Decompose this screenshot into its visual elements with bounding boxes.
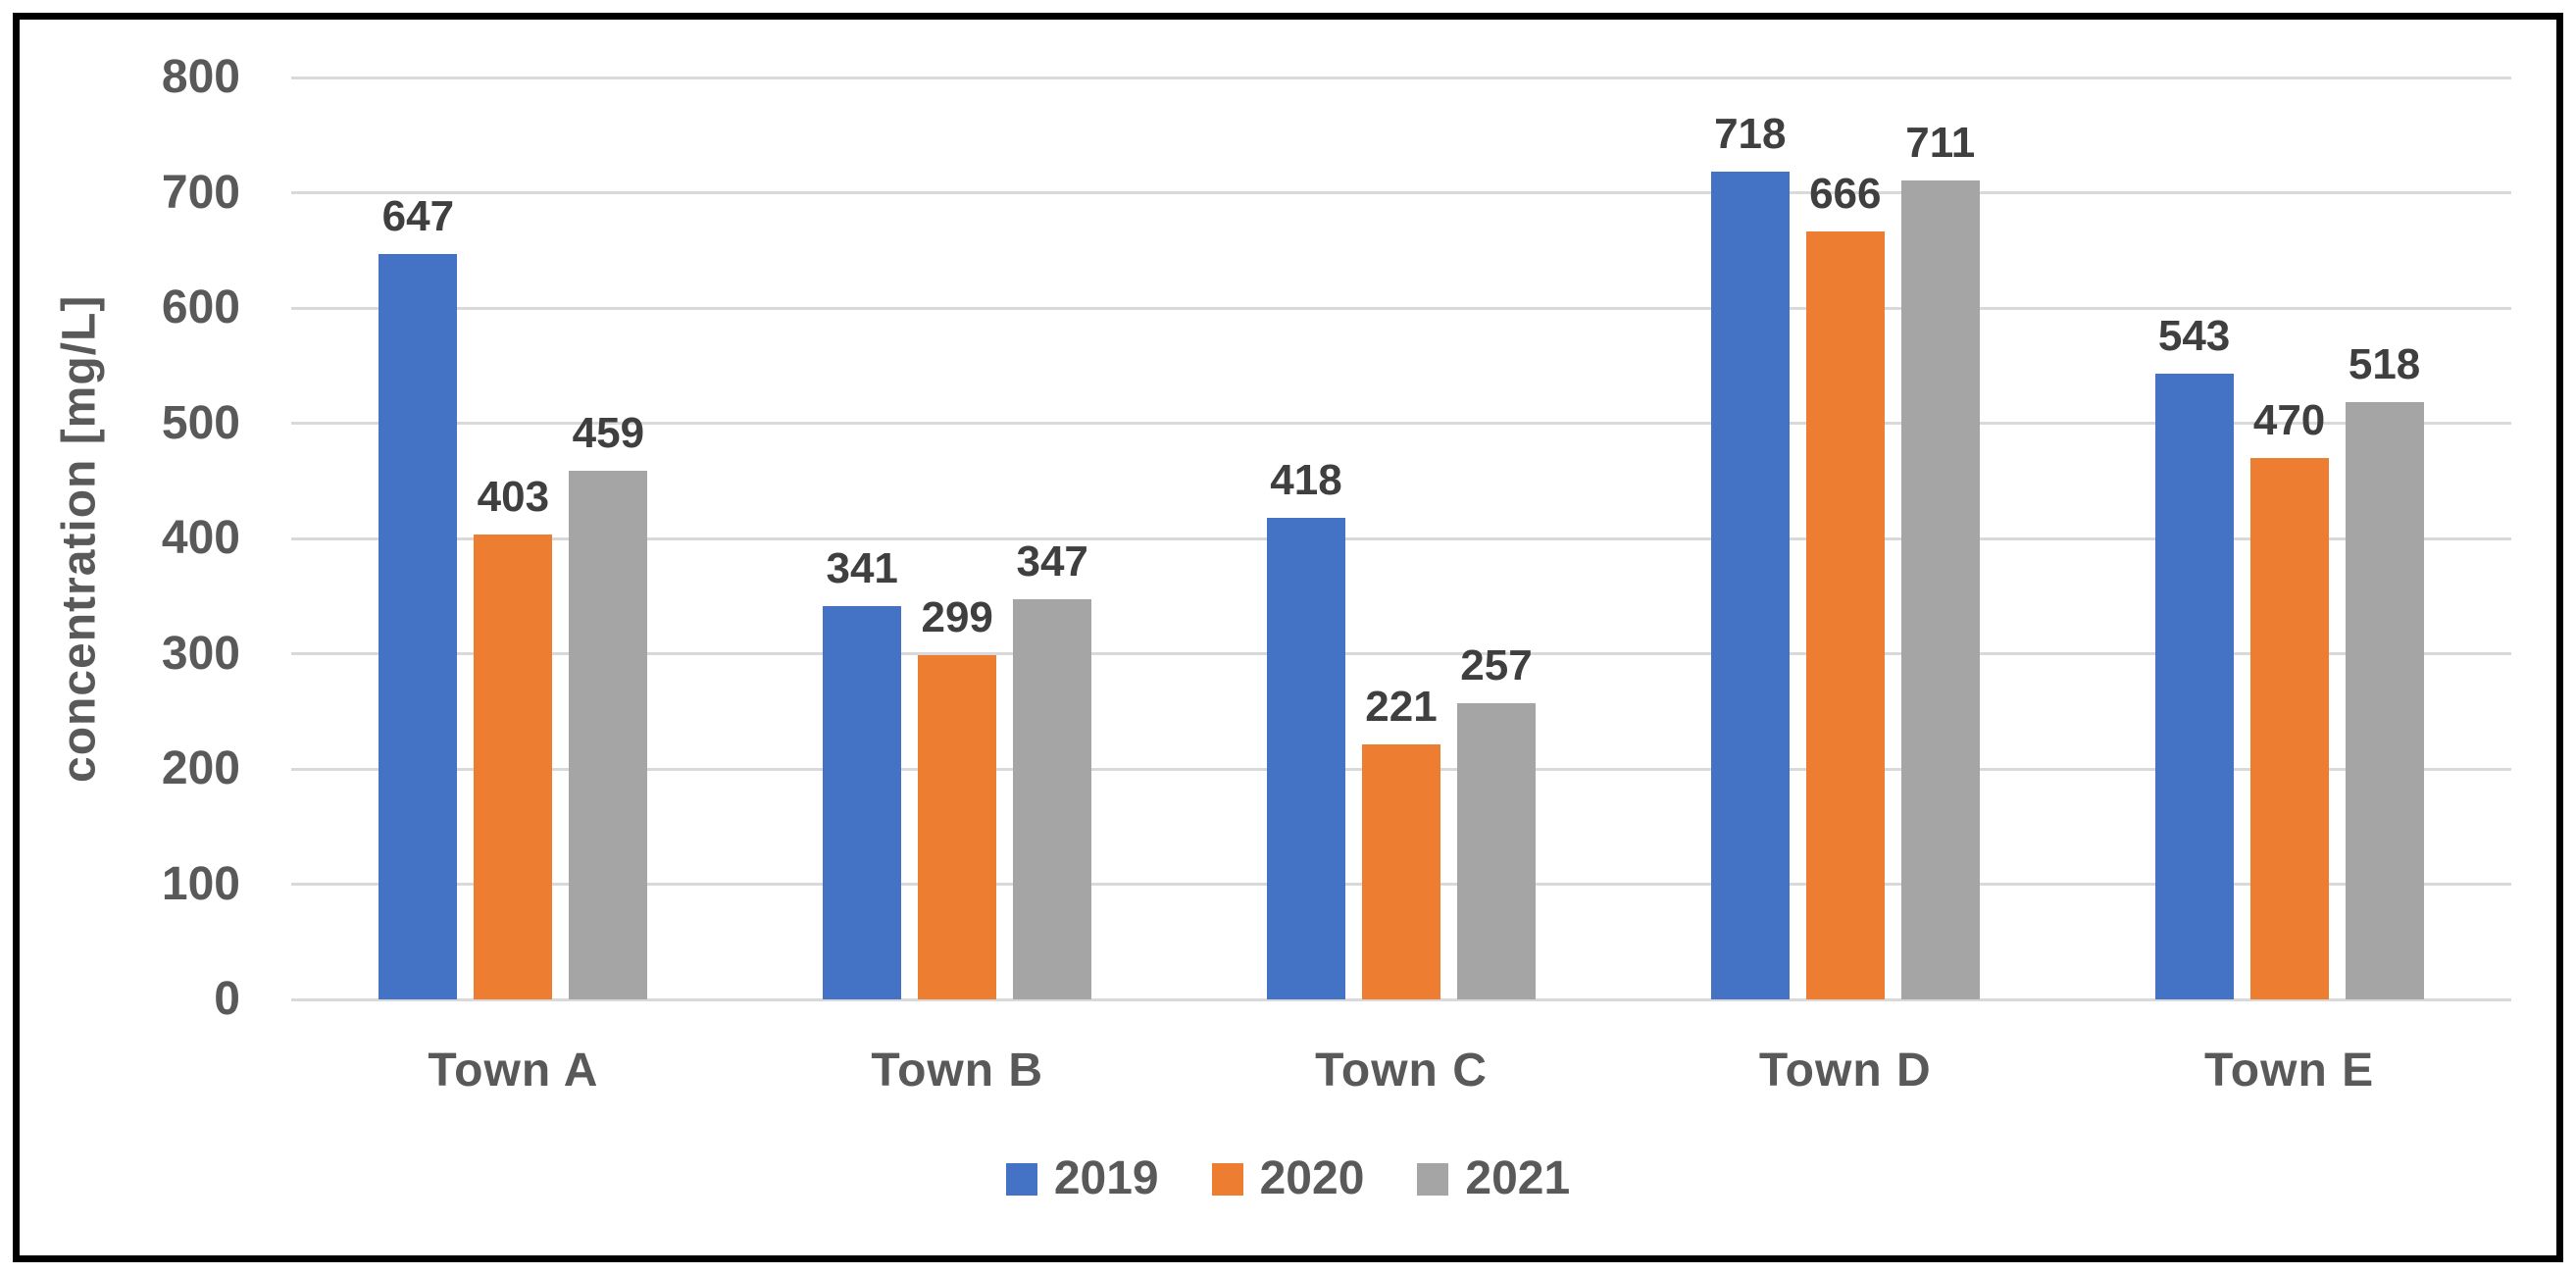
data-label-2021-town-c: 257 (1460, 641, 1533, 689)
x-axis-line (291, 997, 2511, 1001)
legend-label-2019: 2019 (1053, 1152, 1159, 1204)
x-category-label-town-b: Town B (871, 1045, 1044, 1096)
bar-2020-town-a: 403 (474, 476, 553, 999)
x-category-label-town-e: Town E (2204, 1045, 2375, 1096)
y-tick-label-0: 0 (214, 973, 240, 1025)
x-category-label-town-d: Town D (1758, 1045, 1932, 1096)
legend-marker-2021 (1417, 1162, 1449, 1196)
bar-2020-town-e: 470 (2249, 399, 2329, 999)
legend-label-2021: 2021 (1465, 1152, 1571, 1204)
x-category-label-town-c: Town C (1315, 1045, 1488, 1096)
data-label-2020-town-c: 221 (1365, 683, 1438, 731)
x-axis-category-labels: Town A Town B Town C Town D Town E (291, 1044, 2511, 1097)
bar-2021-town-c: 257 (1456, 644, 1536, 999)
data-label-2019-town-d: 718 (1714, 110, 1787, 158)
data-label-2020-town-d: 666 (1809, 170, 1882, 218)
bar-2020-town-b: 299 (918, 596, 997, 999)
bar-2019-town-e: 543 (2154, 315, 2234, 999)
data-label-2021-town-a: 459 (572, 409, 645, 457)
chart-frame: concentration [mg/L] 0 100 200 300 400 500 600… (13, 13, 2563, 1262)
y-tick-label-700: 700 (161, 166, 240, 219)
data-label-2019-town-b: 341 (826, 544, 898, 592)
legend-item-2019: 2019 (1005, 1152, 1159, 1204)
data-label-2019-town-c: 418 (1270, 456, 1342, 504)
bar-2020-town-c: 221 (1361, 686, 1440, 999)
plot-area: 647 403 459 341 299 347 418 221 257 718 666 711 543 4… (291, 76, 2511, 1001)
data-label-2020-town-a: 403 (477, 473, 550, 521)
bar-2019-town-b: 341 (823, 547, 902, 999)
gridline-800 (291, 76, 2511, 79)
gridline-300 (291, 652, 2511, 655)
bar-2019-town-d: 718 (1710, 113, 1790, 999)
y-tick-label-200: 200 (161, 742, 240, 794)
y-tick-label-800: 800 (161, 51, 240, 103)
y-tick-label-500: 500 (161, 396, 240, 449)
bar-group-town-b: 341 299 347 (735, 77, 1180, 999)
legend-marker-2020 (1211, 1162, 1243, 1196)
y-tick-label-300: 300 (161, 627, 240, 680)
legend-label-2020: 2020 (1259, 1152, 1365, 1204)
bar-group-town-d: 718 666 711 (1623, 77, 2067, 999)
bar-group-town-e: 543 470 518 (2067, 77, 2511, 999)
bar-2021-town-a: 459 (569, 412, 648, 999)
gridline-500 (291, 422, 2511, 425)
bar-2021-town-e: 518 (2345, 343, 2424, 999)
bar-2019-town-a: 647 (379, 195, 458, 999)
data-label-2021-town-d: 711 (1905, 119, 1976, 167)
bar-2021-town-d: 711 (1900, 122, 1980, 999)
x-category-label-town-a: Town A (428, 1045, 599, 1096)
gridline-600 (291, 306, 2511, 310)
data-label-2021-town-b: 347 (1016, 537, 1088, 586)
legend-marker-2019 (1005, 1162, 1037, 1196)
data-label-2021-town-e: 518 (2348, 340, 2421, 388)
data-label-2019-town-a: 647 (381, 192, 455, 240)
bar-2020-town-d: 666 (1805, 173, 1885, 999)
bar-group-town-a: 647 403 459 (291, 77, 735, 999)
gridline-400 (291, 536, 2511, 540)
y-axis-tick-labels: 0 100 200 300 400 500 600 700 800 (78, 51, 240, 1025)
legend-item-2020: 2020 (1211, 1152, 1365, 1204)
y-tick-label-400: 400 (161, 512, 240, 564)
gridline-700 (291, 191, 2511, 194)
bar-2021-town-b: 347 (1013, 540, 1092, 999)
data-label-2020-town-e: 470 (2252, 396, 2326, 444)
legend: 2019 2020 2021 (20, 1155, 2556, 1202)
bar-2019-town-c: 418 (1266, 459, 1345, 999)
y-tick-label-600: 600 (161, 281, 240, 333)
bar-group-town-c: 418 221 257 (1180, 77, 1624, 999)
data-label-2019-town-e: 543 (2157, 312, 2231, 360)
y-tick-label-100: 100 (161, 857, 240, 910)
data-label-2020-town-b: 299 (921, 593, 993, 641)
legend-item-2021: 2021 (1417, 1155, 1570, 1202)
